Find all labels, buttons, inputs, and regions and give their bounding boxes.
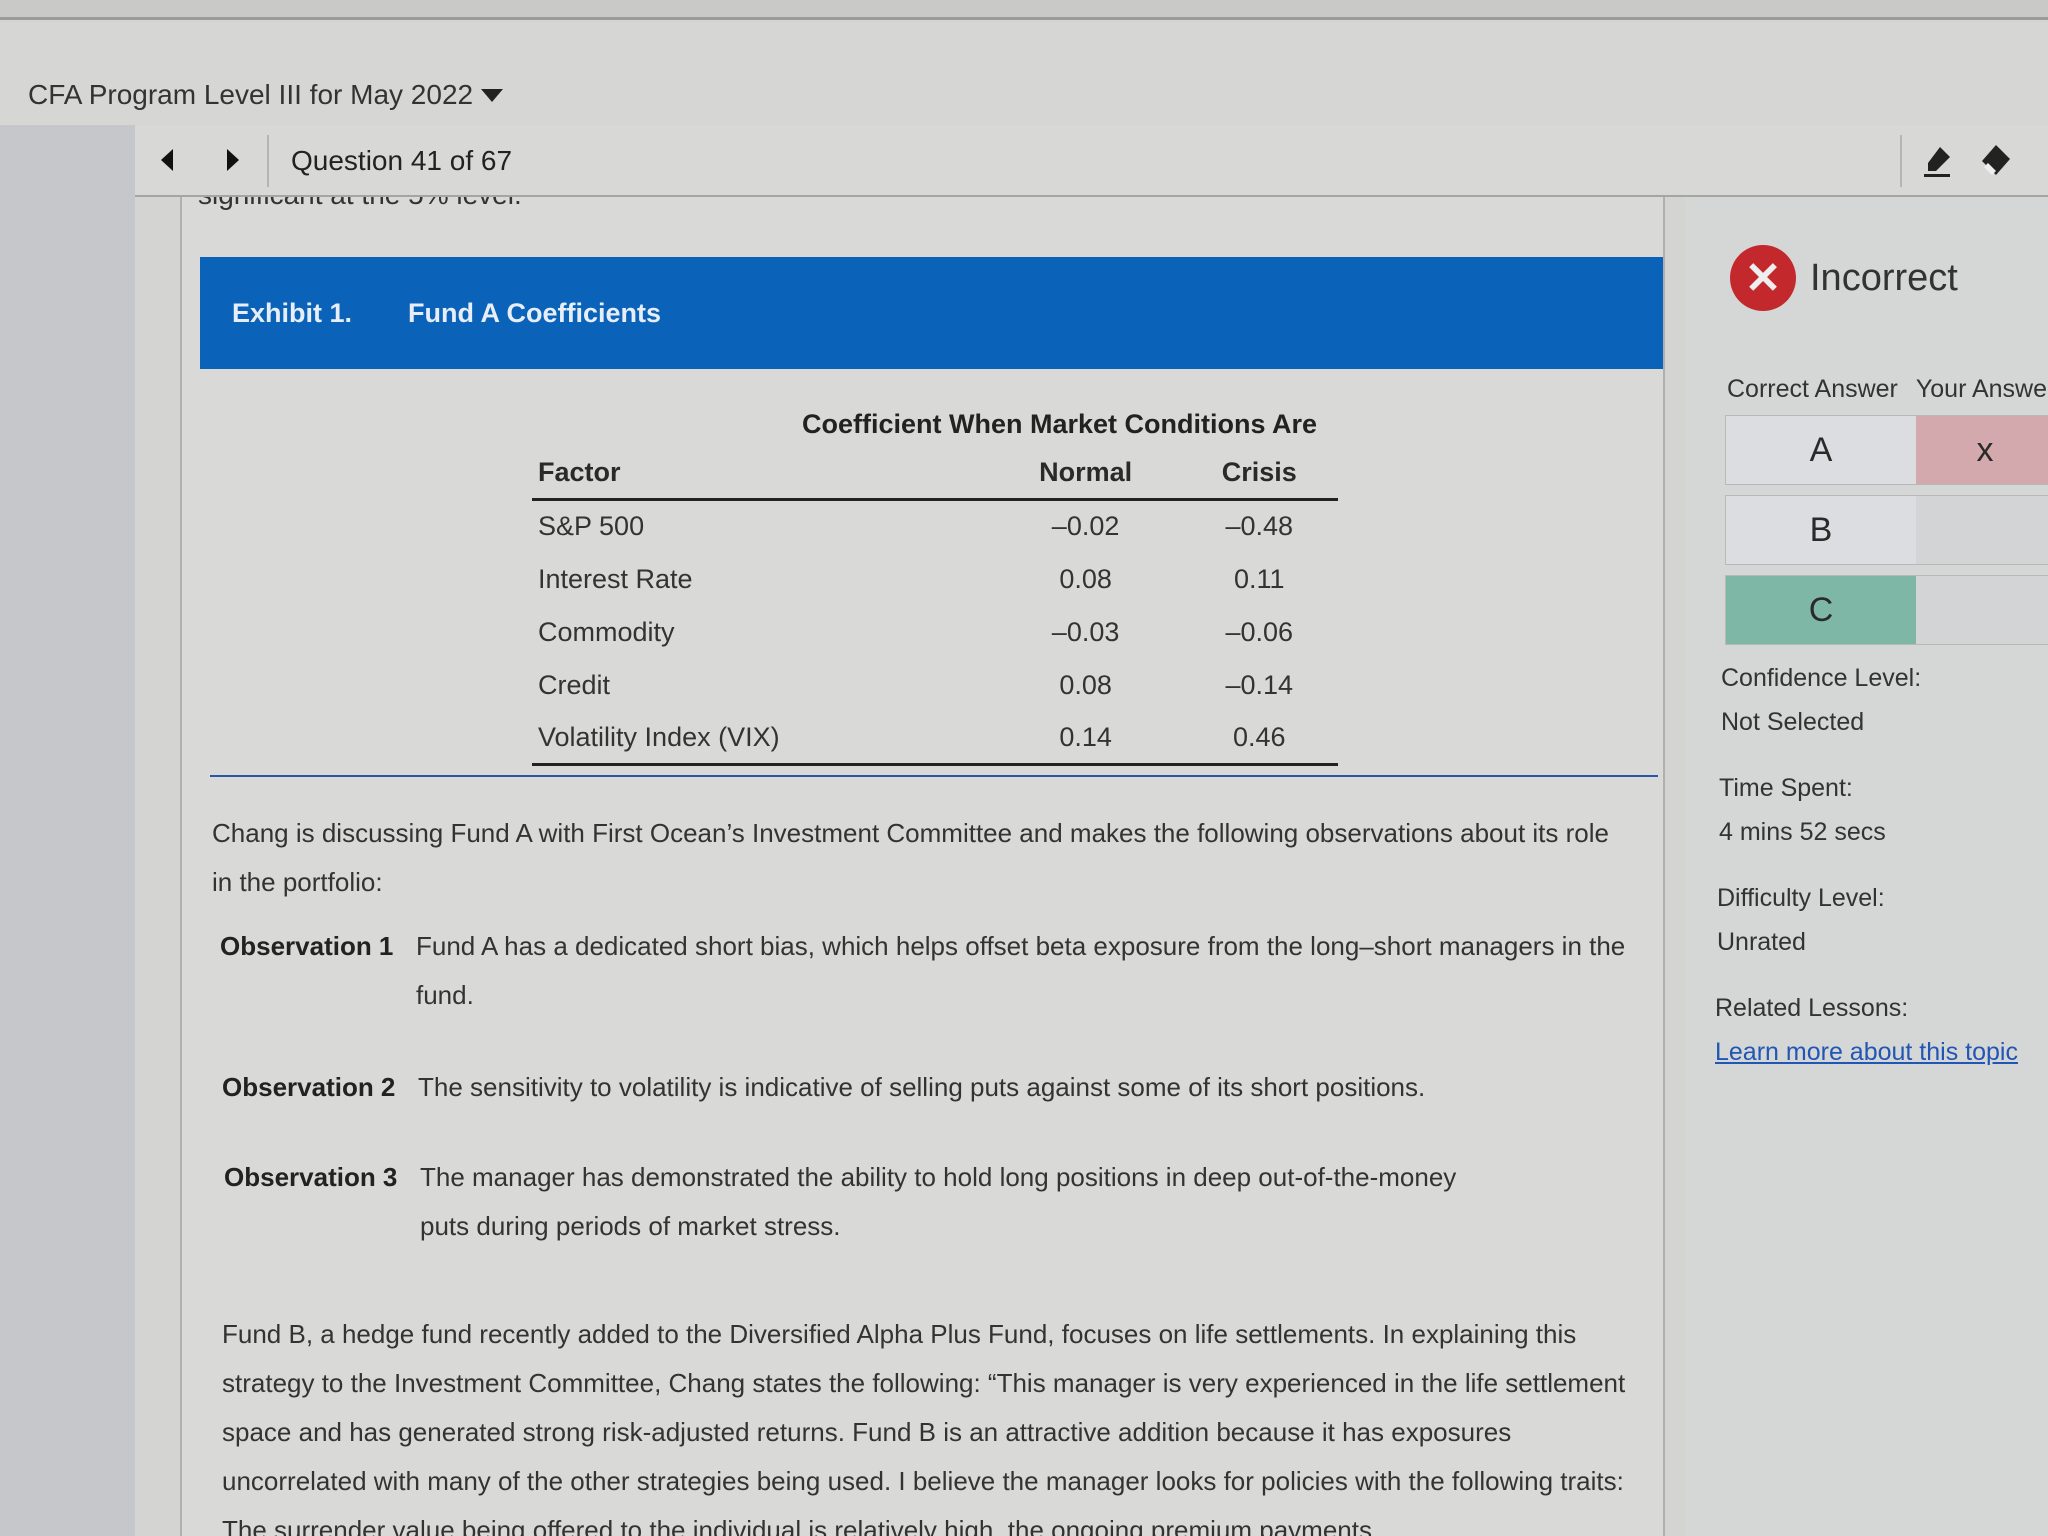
observation-label: Observation 1 — [220, 931, 394, 961]
observation-2: Observation 2 The sensitivity to volatili… — [222, 1063, 1642, 1112]
question-counter: Question 41 of 67 — [291, 145, 513, 176]
difficulty-label: Difficulty Level: — [1717, 884, 1885, 912]
your-answer-mark — [1916, 576, 2048, 644]
time-label: Time Spent: — [1719, 774, 1853, 802]
course-title: CFA Program Level III for May 2022 — [28, 79, 474, 110]
highlighter-icon — [1924, 147, 1950, 177]
divider — [267, 135, 269, 187]
divider — [1900, 135, 1902, 187]
confidence-value: Not Selected — [1721, 708, 1865, 736]
observation-text: Fund A has a dedicated short bias, which… — [416, 931, 1626, 1010]
column-header: Crisis — [1180, 447, 1338, 501]
clipped-text: significant at the 5% level. — [198, 197, 522, 211]
observation-label: Observation 2 — [222, 1072, 396, 1102]
time-value: 4 mins 52 secs — [1719, 818, 1886, 846]
table-cell: –0.03 — [1051, 616, 1120, 647]
table-cell: 0.08 — [1059, 563, 1112, 594]
table-row: S&P 500 –0.02 –0.48 — [532, 500, 1338, 553]
table-cell: 0.14 — [990, 711, 1181, 766]
table-row: Interest Rate 0.08 0.11 — [532, 553, 1338, 606]
answer-option: B — [1726, 496, 1916, 564]
observation-text: The manager has demonstrated the ability… — [420, 1162, 1457, 1241]
coefficients-table: Factor Normal Crisis S&P 500 –0.02 –0.48 In… — [532, 447, 1338, 766]
eraser-icon — [1982, 145, 2010, 175]
next-question-button[interactable] — [227, 149, 239, 171]
table-subheading: Coefficient When Market Conditions Are — [802, 409, 1318, 439]
your-answer-header: Your Answer — [1915, 375, 2048, 403]
lessons-label: Related Lessons: — [1715, 994, 1909, 1022]
caret-down-icon — [481, 88, 504, 102]
table-row: Credit 0.08 –0.14 — [532, 659, 1338, 712]
difficulty-value: Unrated — [1717, 928, 1806, 956]
table-row: Commodity –0.03 –0.06 — [532, 606, 1338, 659]
question-content: significant at the 5% level. Exhibit 1. F… — [180, 197, 1665, 1536]
answer-row-c: C — [1725, 575, 2048, 645]
answer-option: A — [1726, 416, 1916, 484]
table-cell: –0.14 — [1225, 669, 1294, 700]
highlighter-button[interactable] — [1920, 143, 1956, 179]
fund-b-paragraph: Fund B, a hedge fund recently added to t… — [222, 1319, 1626, 1536]
table-cell: 0.46 — [1180, 711, 1338, 766]
table-cell: Interest Rate — [538, 563, 693, 594]
observation-3: Observation 3 The manager has demonstrate… — [224, 1153, 1474, 1251]
observation-label: Observation 3 — [224, 1162, 398, 1192]
previous-question-button[interactable] — [161, 149, 173, 171]
app-header: CFA Program Level III for May 2022 — [0, 23, 2048, 125]
exhibit-number: Exhibit 1. — [232, 297, 353, 328]
table-cell: 0.08 — [1059, 669, 1112, 700]
table-cell: –0.06 — [1225, 616, 1294, 647]
exhibit-header: Exhibit 1. Fund A Coefficients — [200, 257, 1663, 369]
table-cell: Volatility Index (VIX) — [532, 711, 991, 766]
correct-answer-header: Correct Answer — [1727, 375, 1898, 403]
left-gutter — [0, 125, 135, 1536]
table-row: Volatility Index (VIX) 0.14 0.46 — [532, 711, 1338, 766]
table-cell: Commodity — [538, 616, 675, 647]
learn-more-link[interactable]: Learn more about this topic — [1715, 1038, 2018, 1066]
confidence-label: Confidence Level: — [1721, 664, 1922, 692]
status-text: Incorrect — [1810, 256, 1958, 299]
table-cell: –0.02 — [1051, 511, 1120, 542]
table-cell: Credit — [538, 669, 611, 700]
question-nav-bar: Question 41 of 67 — [135, 125, 2048, 197]
exhibit-bottom-rule — [210, 775, 1658, 777]
course-dropdown[interactable]: CFA Program Level III for May 2022 — [28, 79, 504, 111]
answer-column-headers: Correct Answer Your Answer — [1727, 375, 2048, 404]
incorrect-icon: ✕ — [1730, 245, 1796, 311]
answer-row-b: B — [1725, 495, 2048, 565]
column-header: Normal — [990, 447, 1181, 501]
table-cell: 0.11 — [1234, 563, 1285, 594]
browser-top-strip — [0, 0, 2048, 20]
table-cell: S&P 500 — [538, 511, 645, 542]
column-header: Factor — [532, 447, 991, 501]
your-answer-mark: x — [1916, 416, 2048, 484]
your-answer-mark — [1916, 496, 2048, 564]
observation-1: Observation 1 Fund A has a dedicated shor… — [220, 922, 1640, 1020]
result-status: ✕ Incorrect — [1730, 245, 1958, 311]
eraser-button[interactable] — [1978, 143, 2014, 179]
table-cell: –0.48 — [1225, 511, 1294, 542]
answer-option-correct: C — [1726, 576, 1916, 644]
exhibit-title: Fund A Coefficients — [408, 297, 662, 328]
observation-text: The sensitivity to volatility is indicat… — [418, 1072, 1426, 1102]
intro-paragraph: Chang is discussing Fund A with First Oc… — [212, 818, 1609, 897]
